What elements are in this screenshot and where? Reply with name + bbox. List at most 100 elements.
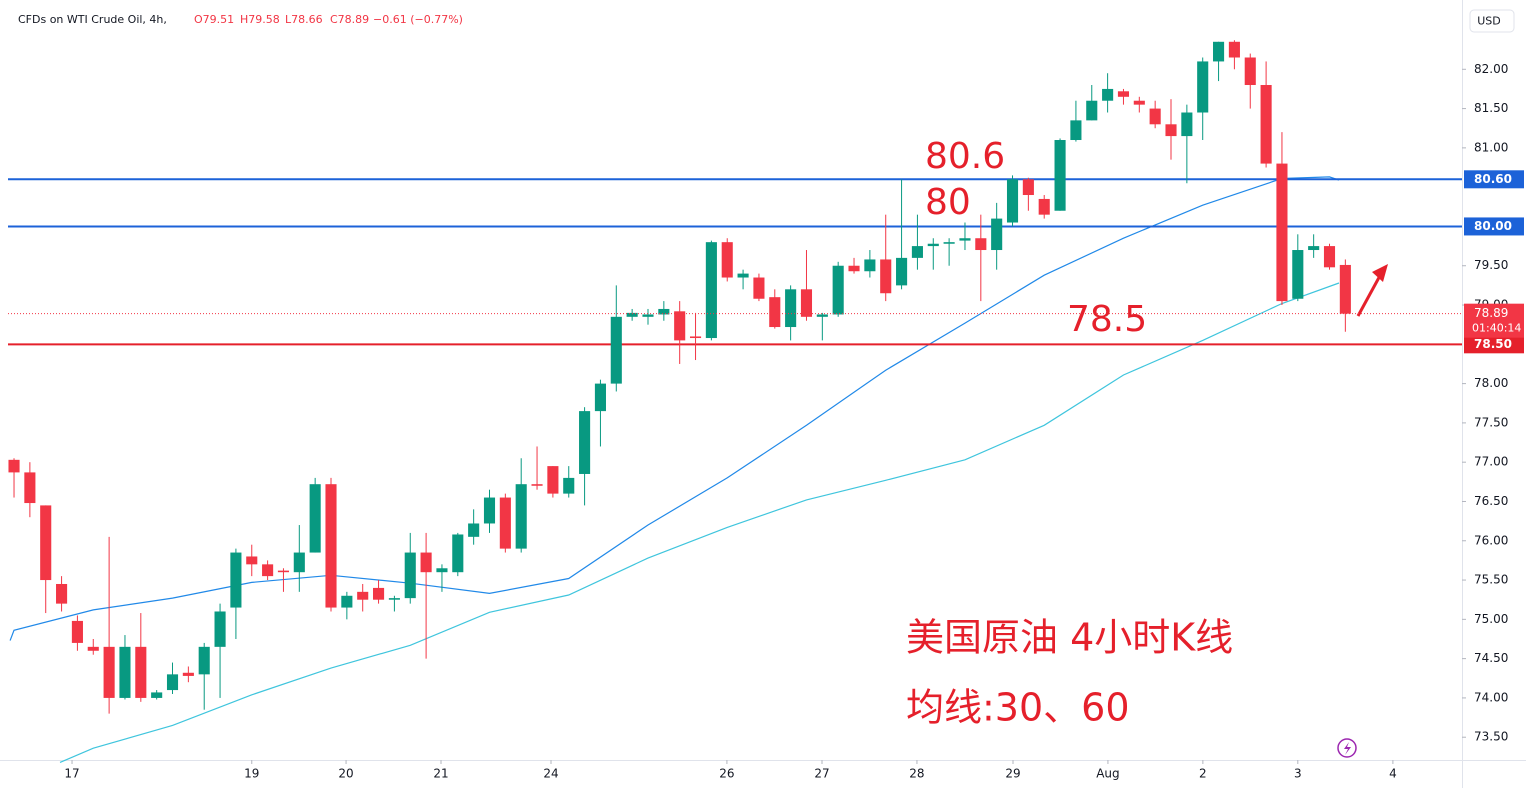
candle-body: [483, 497, 496, 524]
annotation: 均线:30、60: [906, 686, 1130, 730]
candle-body: [705, 242, 717, 339]
candle-body: [341, 595, 353, 608]
candle-body: [452, 534, 464, 573]
ohlc-close: C78.89: [330, 13, 369, 26]
moving-average: [59, 282, 1340, 763]
candle-body: [404, 552, 416, 599]
candle-body: [658, 308, 670, 315]
candle-body: [547, 466, 559, 494]
x-tick-label: 24: [543, 767, 558, 781]
candle-body: [848, 265, 860, 272]
candle-body: [626, 312, 638, 317]
arrow-head: [1372, 264, 1388, 282]
candle-body: [1165, 124, 1177, 137]
candle-body: [1133, 100, 1145, 105]
candle-body: [198, 646, 210, 675]
candle-body: [769, 297, 781, 328]
y-tick-label: 81.50: [1474, 101, 1508, 115]
candle-body: [959, 238, 971, 241]
event-icon[interactable]: [1337, 738, 1357, 758]
candle-body: [515, 484, 527, 549]
candle-body: [1086, 100, 1098, 121]
level-label: 80.00: [1474, 219, 1512, 233]
candle-body: [1308, 246, 1320, 251]
event-icon-bolt: [1344, 742, 1351, 755]
y-tick-label: 74.00: [1474, 690, 1508, 704]
y-tick-label: 77.00: [1474, 455, 1508, 469]
annotation: 80: [925, 182, 971, 223]
candle-body: [610, 316, 622, 384]
x-tick-label: 4: [1389, 767, 1397, 781]
candle-body: [1197, 61, 1209, 113]
candle-body: [943, 242, 955, 244]
level-label-box: [1464, 217, 1524, 236]
candle-body: [246, 556, 258, 565]
arrow: [1356, 271, 1384, 317]
candle-body: [1054, 140, 1066, 211]
level-label: 78.50: [1474, 337, 1512, 351]
currency: USD: [1477, 15, 1501, 28]
candle-body: [896, 257, 908, 286]
candle-body: [832, 265, 844, 315]
candle-body: [293, 552, 305, 573]
countdown-label: 01:40:14: [1472, 322, 1521, 335]
candle-body: [991, 218, 1003, 251]
candle-body: [309, 484, 321, 553]
candle-body: [420, 552, 432, 573]
y-tick-label: 76.00: [1474, 533, 1508, 547]
x-tick-label: Aug: [1096, 767, 1119, 781]
candle-body: [531, 484, 543, 486]
candle-body: [56, 583, 68, 604]
y-tick-label: 74.50: [1474, 651, 1508, 665]
currency-box[interactable]: [1469, 9, 1515, 33]
candle-body: [785, 289, 797, 328]
candle-body: [87, 646, 99, 651]
candle-body: [373, 587, 385, 600]
candle-body: [230, 552, 242, 608]
annotation: 美国原油 4小时K线: [906, 616, 1233, 660]
y-tick-label: 76.50: [1474, 494, 1508, 508]
candle-body: [468, 523, 480, 537]
x-tick-label: 19: [244, 767, 259, 781]
annotation: 80.6: [925, 136, 1005, 177]
candle-body: [1244, 57, 1256, 86]
candle-body: [357, 591, 369, 600]
candle-body: [1228, 41, 1240, 58]
candle-body: [1117, 91, 1130, 97]
candle-body: [800, 289, 813, 317]
candle-body: [1022, 179, 1034, 196]
annotation: 78.5: [1067, 299, 1147, 340]
candle-body: [737, 273, 749, 278]
last-price-box: [1464, 303, 1524, 338]
candle-body: [1181, 112, 1193, 137]
y-tick-label: 75.50: [1474, 573, 1508, 587]
candle-body: [262, 564, 274, 577]
candle-body: [864, 259, 876, 272]
candle-body: [1070, 120, 1082, 141]
candle-body: [1038, 198, 1050, 215]
candle-body: [103, 646, 115, 698]
x-tick-label: 20: [338, 767, 353, 781]
candle-body: [642, 314, 654, 317]
candle-body: [325, 484, 337, 608]
y-tick-label: 79.50: [1474, 258, 1508, 272]
candle-body: [753, 277, 765, 299]
candle-body: [182, 672, 194, 676]
candle-body: [1339, 264, 1351, 314]
candle-body: [594, 383, 606, 412]
change: −0.61 (−0.77%): [373, 13, 463, 26]
candle-body: [1102, 88, 1114, 101]
candle-body: [927, 243, 939, 247]
candle-body: [214, 611, 226, 647]
candles: [8, 40, 1351, 714]
candle-body: [1323, 246, 1336, 268]
ohlc-low: L78.66: [285, 13, 323, 26]
symbol: CFDs on WTI Crude Oil, 4h,: [18, 13, 167, 26]
candle-body: [689, 336, 702, 339]
x-tick-label: 26: [719, 767, 734, 781]
level-label-box: [1464, 335, 1524, 354]
candle-body: [135, 646, 147, 698]
candle-body: [24, 472, 36, 504]
